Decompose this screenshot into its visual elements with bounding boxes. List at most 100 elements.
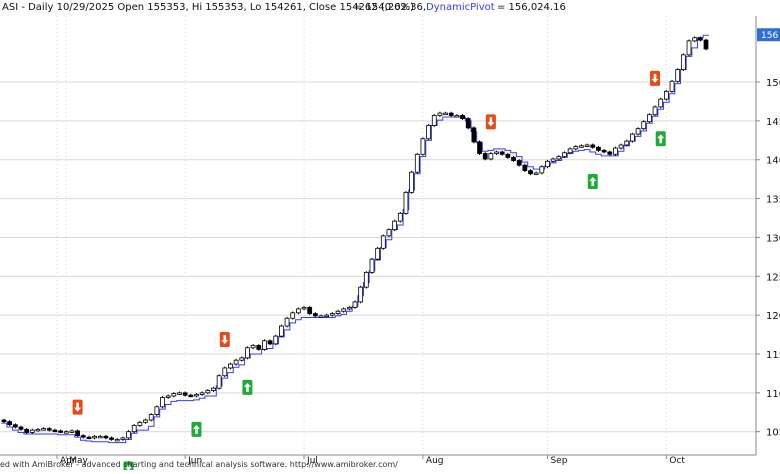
candle-up [92, 435, 97, 439]
candle-down [1, 419, 7, 422]
candle-down [75, 430, 80, 436]
candle-up [290, 312, 296, 319]
candle-down [80, 435, 86, 438]
candle-down [18, 426, 24, 430]
candle-down [703, 39, 709, 50]
candle-up [533, 172, 539, 175]
buy-signal-arrow-icon [242, 379, 253, 395]
candle-up [35, 428, 41, 432]
candle-up [635, 128, 641, 135]
candle-down [601, 150, 607, 153]
last-price-badge [757, 28, 780, 42]
candle-up [160, 397, 165, 408]
candle-down [182, 392, 188, 396]
candle-up [341, 308, 347, 312]
candle-down [86, 436, 92, 440]
header-pivot-name: DynamicPivot [426, 2, 495, 13]
candle-up [426, 125, 431, 140]
header-close-value: = 154,262.36, [354, 2, 426, 13]
candle-up [216, 375, 222, 389]
candle-down [697, 37, 703, 41]
candle-down [109, 437, 114, 440]
candle-down [471, 127, 477, 143]
candle-up [318, 315, 324, 318]
candle-up [41, 428, 47, 431]
candle-up [420, 138, 426, 155]
candle-up [397, 212, 403, 222]
candle-up [222, 367, 228, 377]
candle-up [120, 437, 126, 440]
candle-up [346, 306, 352, 310]
candles [1, 36, 709, 442]
buy-signal-arrow-icon [191, 421, 202, 437]
grid [0, 16, 756, 455]
candle-down [46, 428, 52, 431]
candle-up [233, 359, 239, 365]
candle-up [296, 308, 301, 314]
candle-up [630, 133, 635, 142]
candle-down [188, 394, 194, 398]
sell-signal-arrow-icon [485, 114, 496, 130]
y-axis: 105 110 115 120 125 130 135 140 145 150 156 [755, 16, 780, 455]
candle-up [647, 114, 652, 123]
candle-up [148, 414, 154, 421]
buy-signal-arrow-icon [587, 173, 598, 189]
y-tick-label: 145 [766, 117, 780, 128]
candle-up [239, 357, 245, 361]
signal-arrows [72, 70, 666, 474]
candle-up [403, 191, 409, 214]
y-tick-label: 110 [766, 389, 780, 400]
candle-up [663, 90, 669, 100]
candle-up [363, 272, 369, 288]
candle-up [443, 112, 448, 116]
candle-up [692, 37, 698, 42]
y-tick-label: 105 [766, 428, 780, 439]
candle-up [131, 425, 137, 433]
candle-up [143, 419, 148, 423]
candle-down [58, 430, 63, 433]
candle-up [352, 301, 358, 308]
sell-signal-arrow-icon [72, 399, 83, 415]
candle-up [386, 229, 392, 237]
candle-up [414, 153, 420, 173]
candle-up [550, 158, 556, 162]
y-tick-label: 115 [766, 350, 780, 361]
candle-up [556, 156, 562, 160]
candle-up [613, 147, 618, 155]
candle-up [63, 431, 69, 434]
candle-up [228, 363, 233, 369]
candle-up [562, 152, 567, 158]
header-pivot-value: = 156,024.16 [497, 2, 566, 13]
candle-up [165, 395, 171, 398]
candle-up [273, 335, 279, 345]
candle-up [205, 390, 211, 394]
candle-up [624, 140, 630, 146]
candle-up [454, 115, 460, 118]
footer-credit-text: ed with AmiBroker - advanced charting an… [0, 460, 398, 469]
candle-down [267, 340, 273, 345]
candle-down [312, 313, 318, 317]
candle-up [652, 106, 658, 116]
candle-down [52, 429, 58, 433]
candle-up [177, 392, 182, 395]
candle-up [567, 148, 573, 154]
candle-up [579, 145, 584, 148]
candle-down [482, 153, 488, 160]
candle-up [245, 347, 250, 359]
x-tick-label: Oct [669, 456, 685, 466]
candle-up [250, 345, 256, 349]
pivot-step-path [1, 34, 709, 444]
candle-up [199, 392, 205, 395]
candle-down [499, 151, 505, 155]
candle-up [262, 340, 267, 350]
y-tick-label: 130 [766, 233, 780, 244]
candle-up [154, 406, 160, 415]
candle-up [669, 80, 675, 92]
candle-up [284, 317, 290, 327]
y-tick-label: 120 [766, 311, 780, 322]
candle-down [448, 112, 454, 116]
candle-up [369, 258, 375, 273]
candle-up [488, 153, 494, 160]
